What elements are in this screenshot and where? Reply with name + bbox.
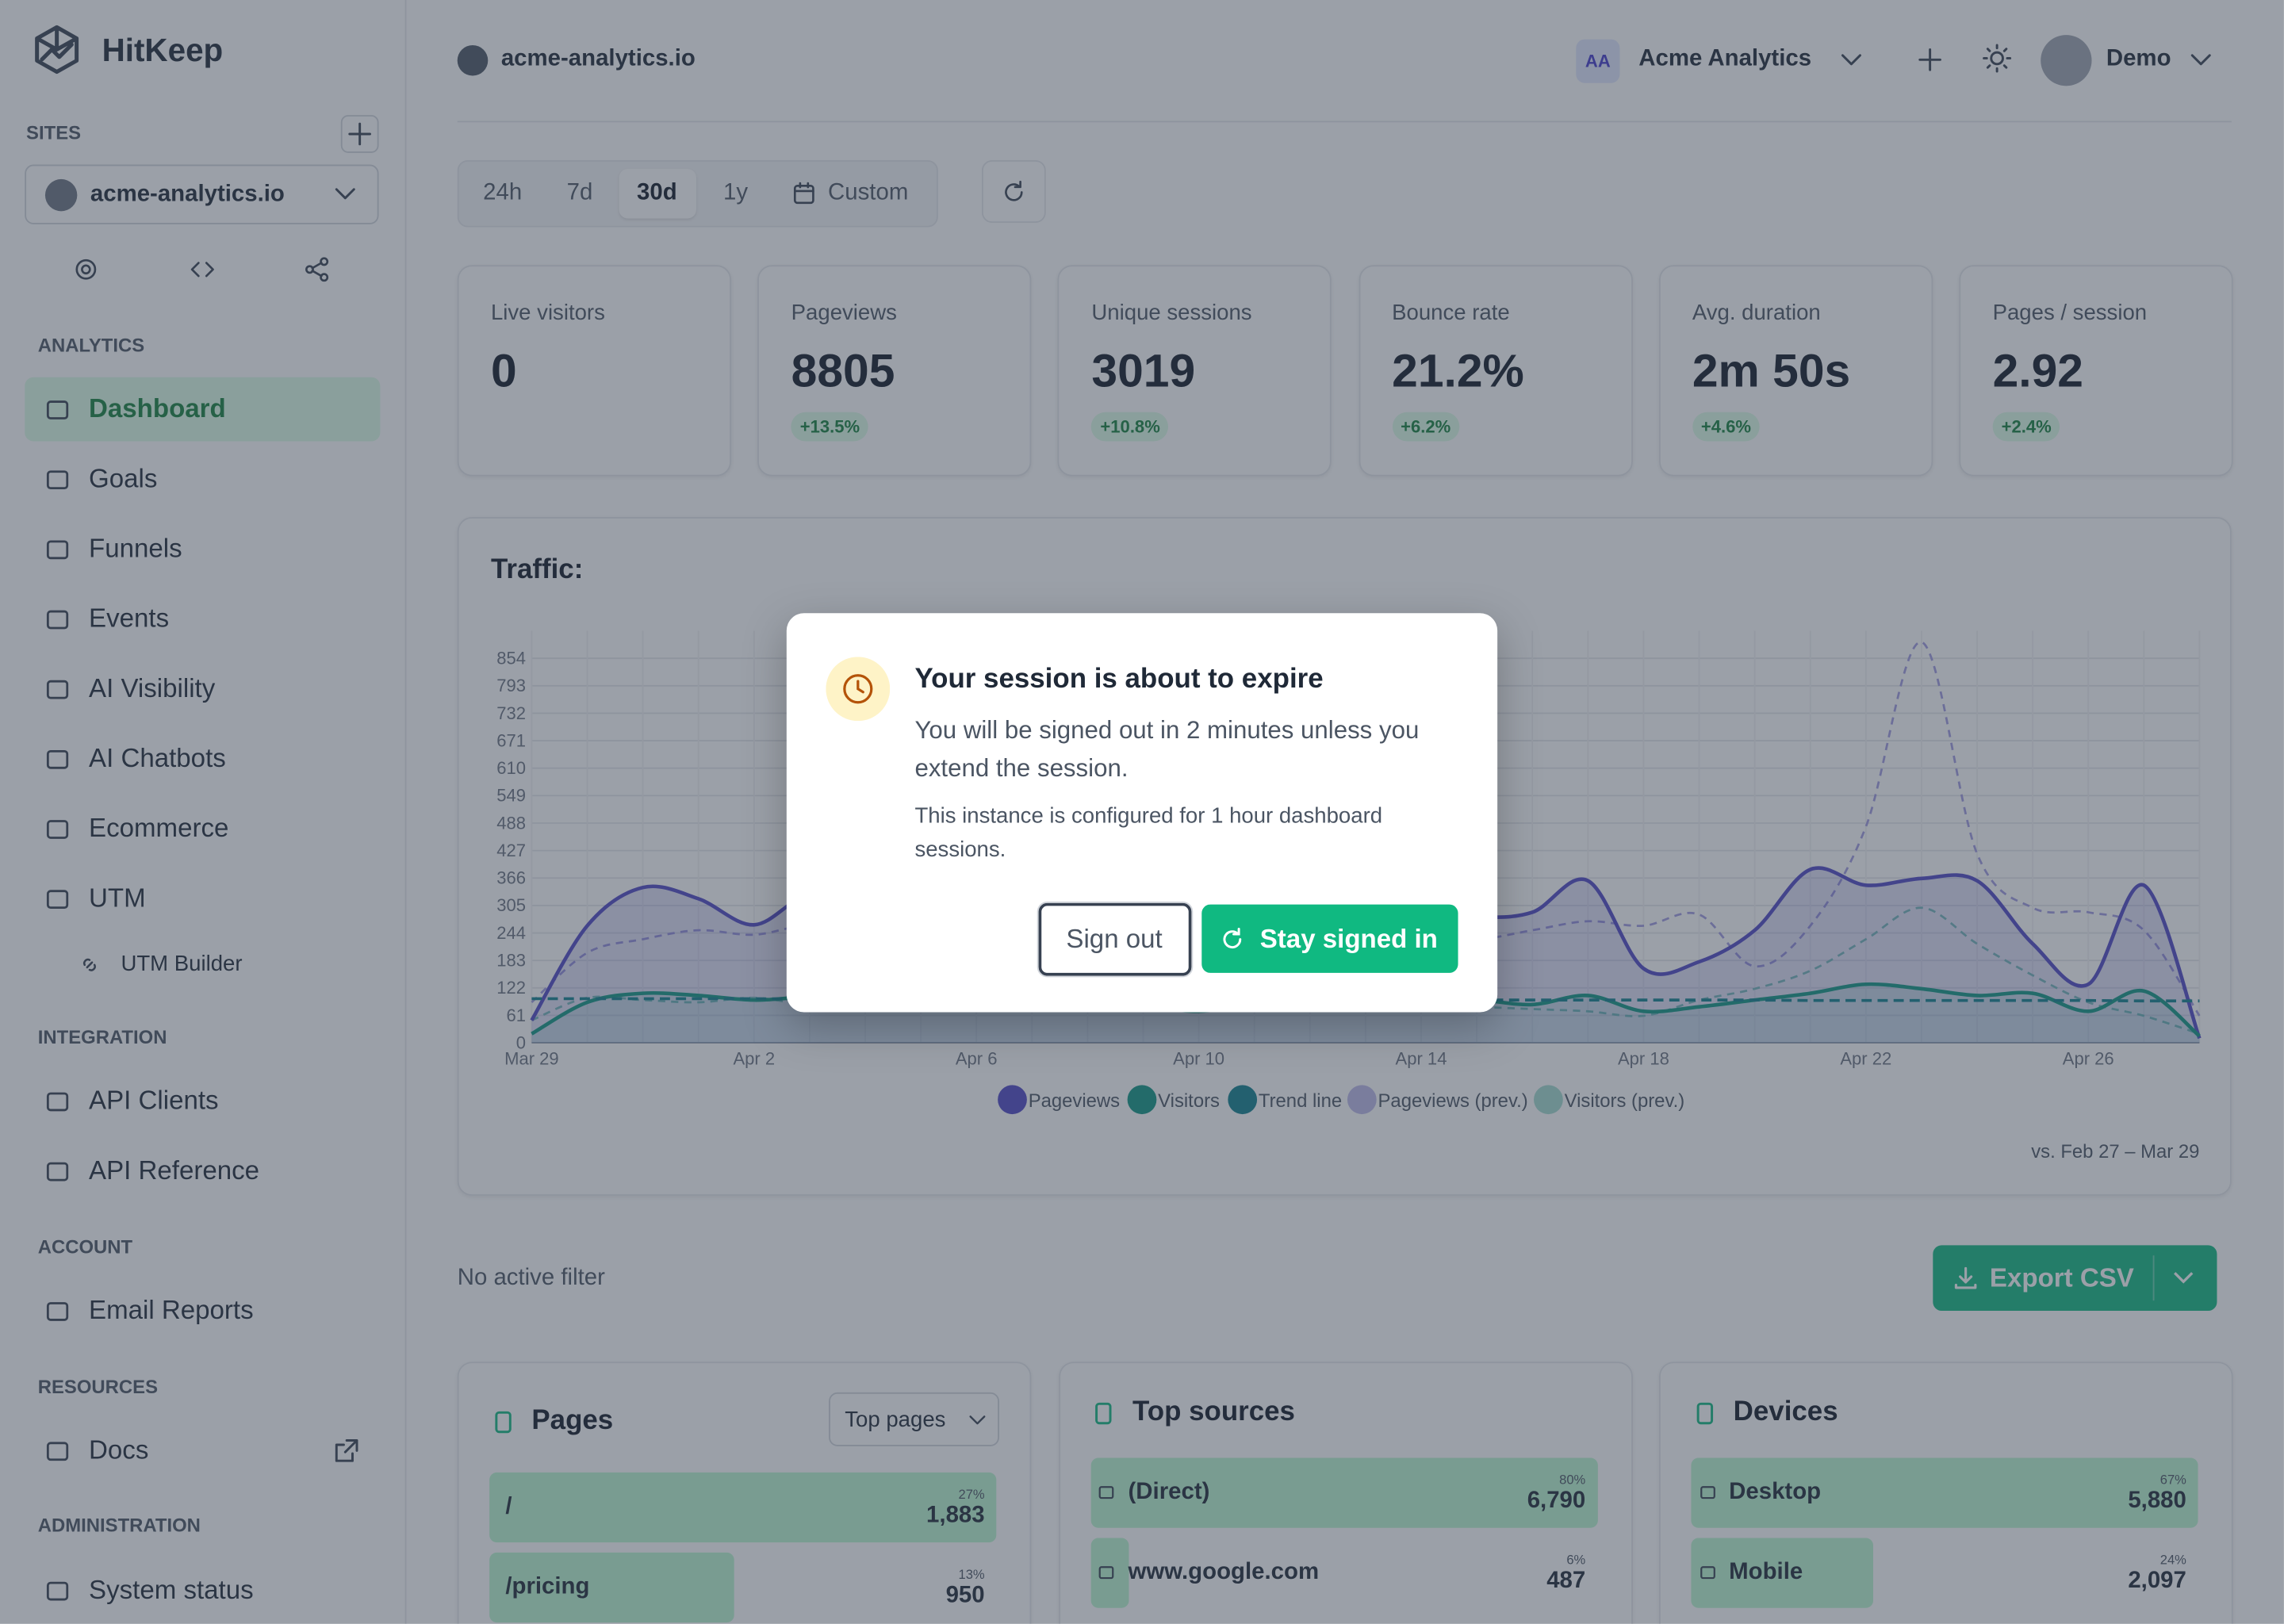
stay-signed-in-label[interactable]: Stay signed in [1259,924,1438,954]
modal-note: This instance is configured for 1 hour d… [914,803,1383,863]
refresh-icon [1223,927,1242,949]
sign-out-label[interactable]: Sign out [1066,924,1163,954]
sign-out-button[interactable] [1037,901,1194,978]
clock-icon-bg [826,657,891,722]
modal-title: Your session is about to expire [914,664,1324,695]
stay-signed-in-button[interactable] [1201,904,1458,973]
modal-body: You will be signed out in 2 minutes unle… [914,716,1420,783]
